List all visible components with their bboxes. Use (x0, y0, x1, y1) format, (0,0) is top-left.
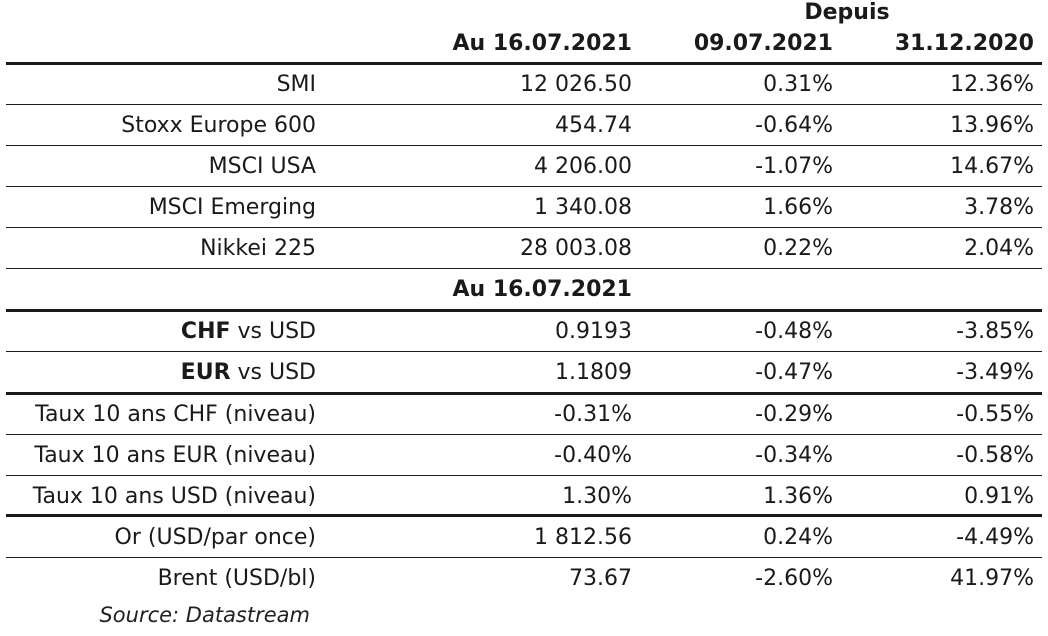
divider (6, 104, 1042, 105)
table-row: Taux 10 ans USD (niveau) 1.30% 1.36% 0.9… (6, 476, 1042, 517)
row-ytd: -4.49% (956, 525, 1034, 550)
row-week: -1.07% (755, 154, 833, 179)
table-row: Or (USD/par once) 1 812.56 0.24% -4.49% (6, 517, 1042, 558)
row-label: Taux 10 ans USD (niveau) (32, 484, 316, 509)
table-row: CHF vs USD 0.9193 -0.48% -3.85% (6, 311, 1042, 352)
currency-pair-suffix: vs USD (230, 319, 317, 344)
table-row: Stoxx Europe 600 454.74 -0.64% 13.96% (6, 105, 1042, 146)
col-header-date: Au 16.07.2021 (452, 31, 632, 56)
row-value: 454.74 (555, 113, 632, 138)
divider (6, 62, 1042, 65)
currency-pair-suffix: vs USD (230, 360, 317, 385)
row-label: CHF vs USD (6, 311, 316, 352)
row-week: -0.47% (755, 360, 833, 385)
col-header-ytd: 31.12.2020 (894, 31, 1034, 56)
divider (6, 434, 1042, 435)
row-week: -0.29% (755, 402, 833, 427)
row-value: 1.30% (562, 484, 632, 509)
row-ytd: 14.67% (950, 154, 1034, 179)
divider (6, 392, 1042, 395)
row-label: Stoxx Europe 600 (121, 113, 316, 138)
table-row: EUR vs USD 1.1809 -0.47% -3.49% (6, 352, 1042, 393)
row-label: Or (USD/par once) (114, 525, 316, 550)
row-ytd: 12.36% (950, 72, 1034, 97)
table-row: Taux 10 ans EUR (niveau) -0.40% -0.34% -… (6, 435, 1042, 476)
divider (6, 557, 1042, 558)
row-value: -0.40% (554, 443, 632, 468)
currency-code: EUR (180, 360, 231, 385)
divider (6, 145, 1042, 146)
row-ytd: 41.97% (950, 566, 1034, 591)
row-value: 0.9193 (555, 319, 632, 344)
row-ytd: 0.91% (964, 484, 1034, 509)
row-week: 1.66% (763, 195, 833, 220)
header-row: Au 16.07.2021 09.07.2021 31.12.2020 (6, 26, 1042, 62)
row-value: -0.31% (554, 402, 632, 427)
row-week: 0.22% (763, 236, 833, 261)
table-row: SMI 12 026.50 0.31% 12.36% (6, 64, 1042, 105)
divider (6, 186, 1042, 187)
currency-code: CHF (180, 319, 231, 344)
section-header-row: Au 16.07.2021 (6, 269, 1042, 310)
row-ytd: 2.04% (964, 236, 1034, 261)
row-week: 1.36% (763, 484, 833, 509)
row-label: MSCI Emerging (148, 195, 316, 220)
row-ytd: 3.78% (964, 195, 1034, 220)
row-label: EUR vs USD (6, 352, 316, 393)
row-value: 28 003.08 (520, 236, 632, 261)
table-row: MSCI USA 4 206.00 -1.07% 14.67% (6, 146, 1042, 187)
section-header-date: Au 16.07.2021 (452, 277, 632, 302)
row-value: 73.67 (569, 566, 632, 591)
row-value: 1 812.56 (534, 525, 632, 550)
table-row: Nikkei 225 28 003.08 0.22% 2.04% (6, 228, 1042, 269)
divider (6, 309, 1042, 312)
divider (6, 227, 1042, 228)
row-value: 1 340.08 (534, 195, 632, 220)
row-ytd: -3.49% (956, 360, 1034, 385)
col-header-week: 09.07.2021 (693, 31, 833, 56)
row-label: Nikkei 225 (200, 236, 316, 261)
divider (6, 514, 1042, 517)
row-ytd: -0.55% (956, 402, 1034, 427)
row-value: 12 026.50 (520, 72, 632, 97)
row-week: 0.31% (763, 72, 833, 97)
row-ytd: -0.58% (956, 443, 1034, 468)
depuis-header: Depuis (804, 0, 890, 25)
row-ytd: -3.85% (956, 319, 1034, 344)
row-week: 0.24% (763, 525, 833, 550)
divider (6, 268, 1042, 269)
row-ytd: 13.96% (950, 113, 1034, 138)
table-row: Brent (USD/bl) 73.67 -2.60% 41.97% (6, 558, 1042, 599)
table-row: MSCI Emerging 1 340.08 1.66% 3.78% (6, 187, 1042, 228)
row-week: -2.60% (755, 566, 833, 591)
row-value: 1.1809 (555, 360, 632, 385)
row-label: Taux 10 ans EUR (niveau) (34, 443, 316, 468)
row-week: -0.48% (755, 319, 833, 344)
row-label: Brent (USD/bl) (157, 566, 316, 591)
row-label: Taux 10 ans CHF (niveau) (35, 402, 316, 427)
row-label: SMI (276, 72, 316, 97)
divider (6, 351, 1042, 352)
source-note: Source: Datastream (99, 603, 310, 627)
row-label: MSCI USA (208, 154, 316, 179)
row-week: -0.64% (755, 113, 833, 138)
table-row: Taux 10 ans CHF (niveau) -0.31% -0.29% -… (6, 394, 1042, 435)
divider (6, 475, 1042, 476)
row-week: -0.34% (755, 443, 833, 468)
row-value: 4 206.00 (534, 154, 632, 179)
